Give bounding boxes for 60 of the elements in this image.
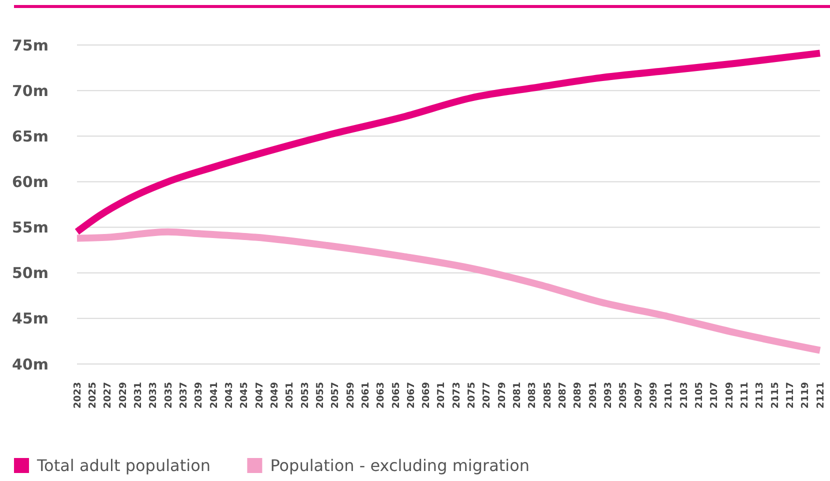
x-tick-label: 2051 [284,382,296,408]
x-tick-label: 2061 [360,382,372,408]
x-tick-label: 2115 [770,382,781,408]
y-tick-label: 45m [12,310,49,328]
x-tick-label: 2037 [178,382,190,408]
x-tick-label: 2035 [163,382,174,408]
x-tick-label: 2095 [618,382,630,408]
x-tick-label: 2069 [421,382,432,408]
x-tick-label: 2087 [558,382,569,408]
y-tick-label: 60m [12,172,49,191]
x-tick-label: 2063 [376,382,387,408]
y-tick-label: 55m [12,218,49,237]
legend-label: Total adult population [36,456,210,475]
x-tick-label: 2111 [740,382,751,408]
x-tick-label: 2047 [254,382,266,408]
y-tick-label: 40m [12,355,49,374]
x-tick-label: 2121 [815,382,826,408]
x-tick-label: 2081 [512,382,524,408]
x-tick-label: 2099 [648,382,660,408]
x-tick-label: 2041 [208,382,220,408]
legend-label: Population - excluding migration [270,456,530,475]
x-tick-label: 2089 [572,382,584,408]
x-tick-label: 2071 [436,382,448,408]
x-tick-label: 2085 [542,382,554,408]
x-tick-label: 2033 [148,382,160,408]
x-tick-label: 2113 [754,382,766,408]
x-tick-label: 2055 [314,382,326,408]
x-tick-label: 2103 [678,382,690,408]
x-tick-label: 2083 [527,382,538,408]
x-tick-label: 2105 [694,382,706,408]
x-tick-label: 2117 [785,382,796,408]
x-tick-label: 2119 [800,382,812,408]
x-tick-label: 2073 [451,382,462,408]
x-tick-label: 2029 [118,382,129,408]
x-tick-label: 2097 [633,382,644,408]
x-tick-label: 2107 [709,382,720,408]
x-tick-label: 2093 [603,382,614,408]
x-tick-label: 2067 [406,382,417,408]
y-tick-label: 50m [12,264,49,282]
x-tick-label: 2023 [72,382,84,408]
x-tick-label: 2109 [724,382,736,408]
y-tick-label: 75m [12,36,49,54]
x-tick-label: 2101 [664,382,675,408]
x-tick-label: 2091 [588,382,599,408]
x-tick-label: 2039 [194,382,205,408]
y-tick-label: 65m [12,127,49,146]
x-tick-label: 2057 [330,382,342,408]
y-tick-label: 70m [12,82,49,100]
x-tick-label: 2059 [345,382,356,408]
x-tick-label: 2079 [496,382,508,408]
x-tick-label: 2077 [482,382,493,408]
x-tick-label: 2031 [132,382,144,408]
x-tick-label: 2075 [466,382,478,408]
x-tick-label: 2043 [224,382,235,408]
x-tick-label: 2045 [239,382,250,408]
x-tick-label: 2065 [390,382,402,408]
x-tick-label: 2027 [102,382,114,408]
x-tick-label: 2049 [269,382,280,408]
x-tick-label: 2053 [300,382,311,408]
x-tick-label: 2025 [87,382,98,408]
